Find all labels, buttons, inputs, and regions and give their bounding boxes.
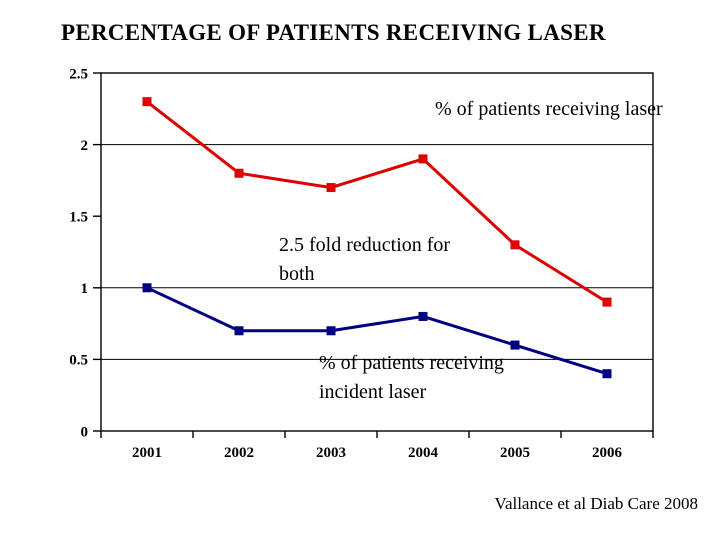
series-marker	[510, 240, 520, 250]
x-axis-tick-label: 2002	[224, 445, 254, 461]
series-marker	[602, 297, 612, 307]
slide-title: PERCENTAGE OF PATIENTS RECEIVING LASER	[61, 20, 606, 45]
y-axis-tick-label: 2.5	[69, 66, 88, 82]
series-marker	[142, 97, 152, 107]
y-axis-tick-label: 2	[81, 138, 89, 154]
y-axis-tick-label: 0.5	[69, 353, 88, 369]
series-marker	[418, 311, 428, 321]
x-axis-tick-label: 2001	[132, 445, 162, 461]
series-line	[146, 100, 608, 304]
annotation-incident-laser-series-label: % of patients receiving incident laser	[319, 352, 504, 403]
citation: Vallance et al Diab Care 2008	[494, 494, 698, 513]
series-marker	[418, 154, 428, 164]
annotation-laser-series-label: % of patients receiving laser	[435, 98, 663, 120]
series-marker	[326, 326, 336, 336]
series-marker	[234, 168, 244, 178]
x-axis-tick-label: 2006	[592, 445, 623, 461]
y-axis-tick-label: 1	[81, 281, 89, 297]
x-axis-tick-label: 2004	[408, 445, 439, 461]
series-marker	[510, 340, 520, 350]
series-marker	[234, 326, 244, 336]
x-axis-tick-label: 2005	[500, 445, 530, 461]
y-axis-tick-label: 0	[81, 424, 89, 440]
series-marker	[602, 369, 612, 379]
series-line	[146, 286, 608, 376]
x-axis-tick-label: 2003	[316, 445, 346, 461]
series-marker	[326, 183, 336, 193]
y-axis-tick-label: 1.5	[69, 209, 88, 225]
annotation-fold-reduction-note: 2.5 fold reduction for both	[279, 234, 451, 285]
series-marker	[142, 283, 152, 293]
